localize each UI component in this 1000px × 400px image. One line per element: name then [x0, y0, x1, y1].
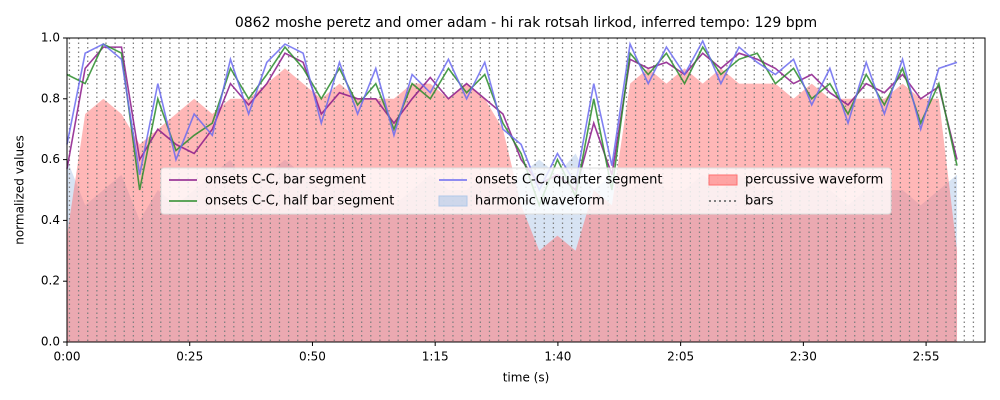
onset-line	[66, 42, 958, 208]
x-tick-label: 2:05	[667, 350, 694, 364]
x-tick-label: 1:40	[544, 350, 571, 364]
x-tick-label: 2:55	[913, 350, 940, 364]
x-tick-label: 0:25	[176, 350, 203, 364]
legend-label: bars	[745, 194, 774, 209]
x-tick-label: 2:30	[790, 350, 817, 364]
onset-line	[66, 39, 958, 192]
legend-label: onsets C-C, quarter segment	[475, 173, 662, 188]
plot-frame	[66, 37, 986, 343]
x-tick-label: 1:15	[422, 350, 449, 364]
legend-label: percussive waveform	[745, 173, 883, 188]
y-tick-label: 0.4	[41, 213, 60, 227]
legend-label: onsets C-C, bar segment	[205, 173, 366, 188]
y-tick-label: 0.8	[41, 91, 60, 105]
y-tick-label: 1.0	[41, 31, 60, 45]
legend-label: harmonic waveform	[475, 194, 605, 209]
legend-label: onsets C-C, half bar segment	[205, 194, 394, 209]
x-tick-label: 0:50	[299, 350, 326, 364]
x-tick-label: 0:00	[54, 350, 81, 364]
legend-swatch	[438, 195, 468, 207]
legend: onsets C-C, bar segment onsets C-C, half …	[160, 167, 892, 215]
y-axis-label: normalized values	[13, 135, 27, 245]
y-tick-label: 0.2	[41, 274, 60, 288]
y-tick-label: 0.0	[41, 335, 60, 349]
legend-swatch	[708, 174, 738, 186]
chart-title: 0862 moshe peretz and omer adam - hi rak…	[235, 15, 817, 31]
x-axis-label: time (s)	[503, 371, 550, 385]
y-tick-label: 0.6	[41, 152, 60, 166]
